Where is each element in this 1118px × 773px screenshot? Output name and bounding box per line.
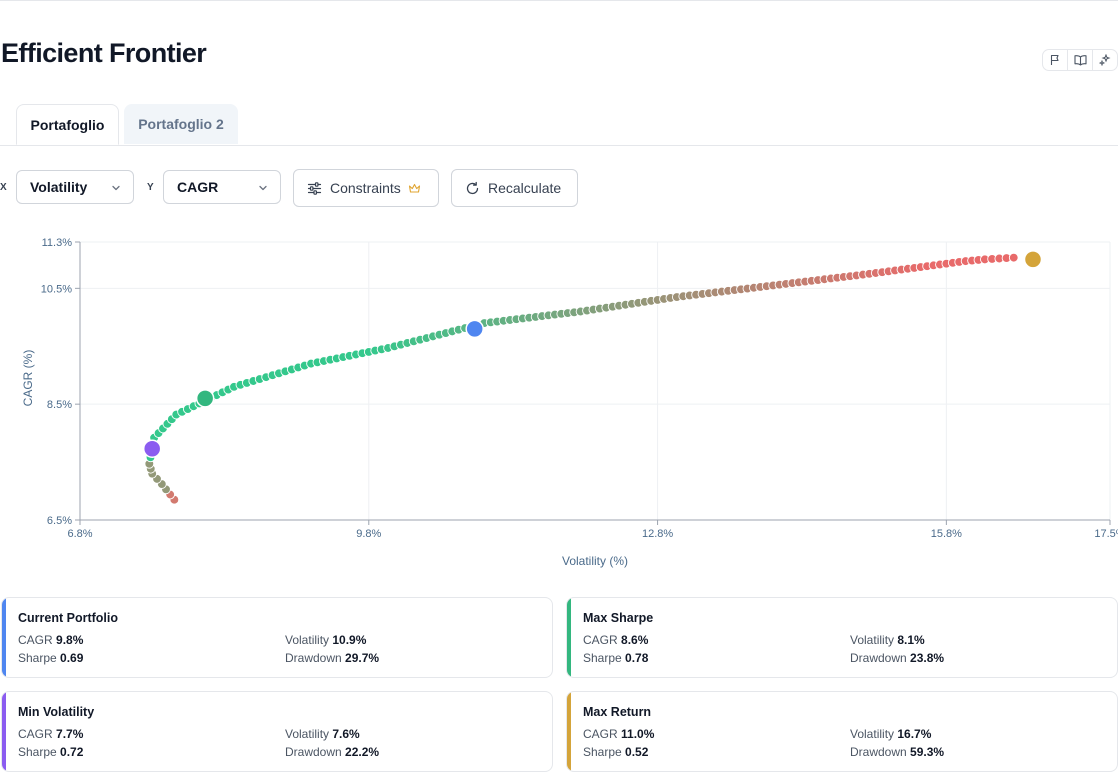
stat-drawdown: Drawdown 59.3% [850,745,945,759]
top-divider [0,0,1118,1]
x-tick-label: 6.8% [67,528,92,540]
stat-volatility: Volatility 8.1% [850,633,925,647]
recalculate-button[interactable]: Recalculate [451,169,578,207]
stat-sharpe: Sharpe 0.78 [583,651,649,665]
stat-drawdown: Drawdown 23.8% [850,651,945,665]
y-axis-label: CAGR (%) [21,350,35,407]
y-tick-label: 8.5% [47,399,72,411]
stat-volatility: Volatility 16.7% [850,727,932,741]
refresh-icon [466,181,479,194]
stat-cagr: CAGR 7.7% [18,727,84,741]
tab-portafoglio[interactable]: Portafoglio [16,104,119,145]
y-axis-select[interactable]: CAGR [163,170,281,204]
stat-drawdown: Drawdown 22.2% [285,745,380,759]
stat-cagr: CAGR 9.8% [18,633,84,647]
flag-icon[interactable] [1043,50,1067,70]
card-current-portfolio: Current Portfolio CAGR 9.8% Volatility 1… [1,597,553,678]
x-axis-select-value: Volatility [30,179,88,195]
frontier-points [144,252,1019,505]
card-max-return: Max Return CAGR 11.0% Volatility 16.7% S… [566,691,1118,772]
card-title: Min Volatility [18,705,95,719]
card-accent-bar [2,692,6,771]
page-actions [1042,49,1118,71]
card-title: Max Return [583,705,652,719]
stat-drawdown: Drawdown 29.7% [285,651,380,665]
x-tick-label: 17.5% [1094,528,1118,540]
card-accent-bar [2,598,6,677]
y-axis-select-value: CAGR [177,179,219,195]
x-axis-select[interactable]: Volatility [16,170,134,204]
x-axis-tag: X [0,182,7,193]
chevron-down-icon [112,185,120,191]
y-tick-label: 6.5% [47,515,72,527]
constraints-button[interactable]: Constraints [293,169,439,207]
stat-cagr: CAGR 11.0% [583,727,655,741]
stat-volatility: Volatility 10.9% [285,633,367,647]
x-tick-label: 12.8% [642,528,673,540]
sliders-icon [307,181,322,195]
card-accent-bar [567,692,571,771]
stat-volatility: Volatility 7.6% [285,727,360,741]
crown-icon [408,183,420,193]
recalculate-label: Recalculate [488,180,562,196]
sparkle-icon[interactable] [1092,50,1117,70]
page-title: Efficient Frontier [1,38,207,68]
chevron-down-icon [259,185,267,191]
grid-lines [79,241,1111,521]
card-max-sharpe: Max Sharpe CAGR 8.6% Volatility 8.1% Sha… [566,597,1118,678]
axis-ticks: 6.8% 9.8% 12.8% 15.8% 17.5% 11.3% 10.5% 8.5% 6.5… [41,237,1118,540]
max-sharpe-point[interactable] [195,389,215,408]
stat-sharpe: Sharpe 0.69 [18,651,84,665]
card-title: Max Sharpe [583,611,654,625]
card-title: Current Portfolio [18,611,118,625]
stat-sharpe: Sharpe 0.52 [583,745,649,759]
y-tick-label: 10.5% [41,283,72,295]
max-return-point[interactable] [1023,250,1043,269]
min-volatility-point[interactable] [142,439,162,459]
book-icon[interactable] [1067,50,1092,70]
highlight-points [142,250,1043,459]
card-min-volatility: Min Volatility CAGR 7.7% Volatility 7.6%… [1,691,553,772]
portfolio-tabs: Portafoglio Portafoglio 2 [0,104,1118,146]
tab-portafoglio-2[interactable]: Portafoglio 2 [124,104,238,144]
current-portfolio-point[interactable] [465,319,484,339]
y-axis-tag: Y [147,182,154,193]
card-accent-bar [567,598,571,677]
x-tick-label: 9.8% [356,528,381,540]
efficient-frontier-chart: 6.8% 9.8% 12.8% 15.8% 17.5% 11.3% 10.5% 8.5% 6.5… [21,237,1118,568]
y-tick-label: 11.3% [42,237,73,249]
constraints-label: Constraints [330,180,401,196]
frontier-point [1008,252,1019,263]
x-tick-label: 15.8% [931,528,962,540]
x-axis-label: Volatility (%) [562,554,628,568]
stat-sharpe: Sharpe 0.72 [18,745,84,759]
stat-cagr: CAGR 8.6% [583,633,649,647]
